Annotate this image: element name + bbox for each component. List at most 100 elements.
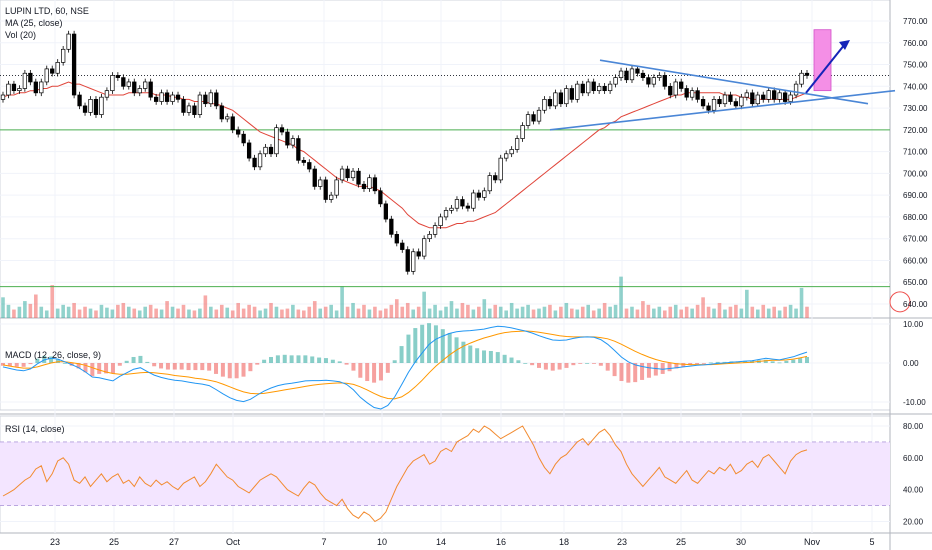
volume-bar	[247, 304, 251, 318]
volume-bar	[411, 309, 416, 318]
price-panel[interactable]	[0, 29, 911, 318]
price-tick-label: 740.00	[903, 82, 928, 91]
candle-body	[290, 138, 296, 146]
x-tick-label: 7	[321, 537, 326, 547]
candle-body	[700, 99, 706, 107]
macd-histogram-bar	[495, 352, 500, 363]
macd-histogram-bar	[399, 346, 404, 363]
candle-body	[728, 94, 733, 102]
macd-histogram-bar	[392, 360, 397, 363]
panel-frame	[0, 317, 891, 411]
volume-bar	[728, 306, 733, 318]
volume-legend[interactable]: Vol (20)	[5, 30, 37, 40]
symbol-legend[interactable]: LUPIN LTD, 60, NSE	[5, 6, 89, 16]
volume-bar	[630, 306, 634, 318]
candle-body	[236, 129, 241, 135]
macd-histogram-bar	[358, 363, 363, 378]
volume-bar	[394, 299, 399, 318]
volume-bar	[487, 308, 492, 318]
candle-body	[0, 94, 6, 100]
volume-bar	[312, 301, 317, 318]
ma-legend[interactable]: MA (25, close)	[5, 18, 63, 28]
volume-bar	[389, 304, 394, 318]
macd-histogram-bar	[482, 350, 487, 363]
candle-body	[400, 242, 405, 250]
volume-bar	[734, 304, 738, 318]
macd-legend[interactable]: MACD (12, 26, close, 9)	[5, 350, 102, 360]
candle-body	[361, 183, 367, 189]
rsi-legend[interactable]: RSI (14, close)	[5, 424, 65, 434]
rsi-line	[2, 425, 808, 523]
candle-body	[274, 127, 279, 155]
volume-bar	[723, 309, 727, 318]
volume-bar	[384, 308, 388, 318]
x-tick-label: 5	[869, 537, 874, 547]
candle-body	[525, 114, 531, 126]
candle-body	[706, 105, 711, 111]
volume-bar	[624, 308, 629, 318]
macd-histogram-bar	[509, 357, 514, 363]
candle-body	[733, 101, 739, 107]
candle-body	[438, 216, 443, 226]
candle-body	[744, 92, 749, 98]
price-tick-label: 760.00	[903, 39, 928, 48]
macd-histogram-bar	[475, 348, 480, 363]
rsi-tick-label: 20.00	[903, 518, 924, 527]
volume-bar	[329, 304, 333, 318]
rsi-band	[0, 441, 890, 506]
volume-bar	[121, 302, 126, 318]
macd-histogram-bar	[743, 360, 748, 363]
macd-panel[interactable]	[1, 323, 809, 410]
macd-histogram-bar	[55, 359, 60, 363]
macd-histogram-bar	[296, 355, 301, 363]
volume-bar	[99, 304, 104, 318]
volume-bar	[340, 286, 344, 318]
volume-bar	[755, 309, 760, 318]
volume-bar	[477, 306, 481, 318]
macd-histogram-bar	[207, 363, 212, 371]
macd-histogram-bar	[502, 354, 507, 363]
volume-bar	[591, 310, 596, 318]
volume-bar	[684, 306, 689, 318]
candle-body	[318, 179, 323, 187]
volume-bar	[602, 302, 607, 318]
volume-bar	[597, 308, 601, 318]
candle-body	[465, 205, 471, 209]
candle-body	[454, 199, 460, 209]
candle-body	[159, 92, 164, 102]
volume-bar	[291, 304, 295, 318]
candle-body	[383, 203, 389, 220]
volume-bar	[701, 297, 705, 318]
volume-bar	[44, 310, 49, 318]
candle-body	[427, 233, 432, 240]
candle-body	[99, 96, 104, 115]
lower-trendline	[549, 89, 896, 131]
macd-histogram-bar	[770, 361, 775, 363]
macd-histogram-bar	[159, 363, 164, 369]
volume-bar	[241, 308, 246, 318]
volume-bar	[788, 304, 793, 318]
volume-bar	[542, 306, 547, 318]
macd-histogram-bar	[152, 363, 157, 367]
candle-body	[312, 168, 317, 187]
macd-tick-label: -10.00	[903, 398, 926, 407]
candle-body	[367, 177, 372, 189]
candle-body	[668, 85, 673, 96]
price-tick-label: 640.00	[903, 300, 928, 309]
volume-bar	[50, 285, 55, 318]
volume-bar	[159, 309, 164, 318]
rsi-panel[interactable]	[0, 425, 890, 523]
volume-bar	[662, 310, 667, 318]
candle-body	[591, 81, 596, 92]
volume-bar	[143, 306, 148, 318]
macd-histogram-bar	[49, 356, 54, 363]
volume-bar	[170, 306, 175, 318]
volume-bar	[805, 306, 809, 318]
volume-bar	[12, 309, 16, 318]
candle-body	[799, 72, 804, 85]
candle-body	[629, 68, 635, 81]
candle-body	[285, 131, 290, 146]
x-tick-label: 18	[559, 537, 569, 547]
volume-bar	[449, 301, 454, 318]
